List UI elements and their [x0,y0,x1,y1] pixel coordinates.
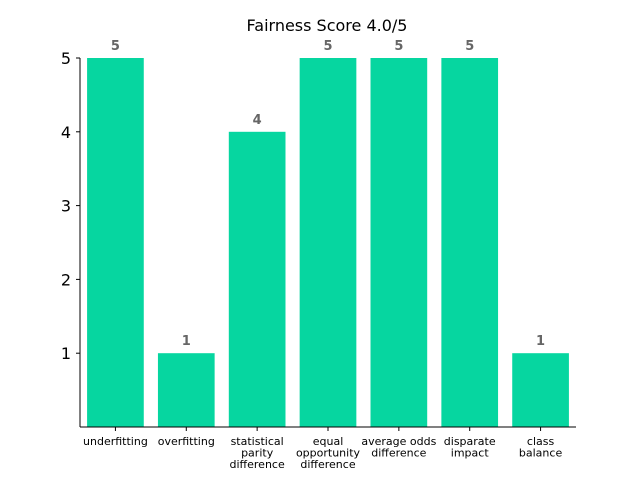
x-tick-label-line: parity [241,447,274,460]
bar-3 [299,58,357,427]
data-label-2: 4 [253,113,262,128]
y-tick-label-1: 2 [61,270,71,289]
bar-4 [370,58,428,427]
data-label-0: 5 [111,39,120,54]
x-tick-label-line: difference [230,458,285,471]
x-tick-label-line: opportunity [296,447,361,460]
x-tick-label-line: class [527,435,555,448]
data-label-1: 1 [182,334,191,349]
x-tick-label-0: underfitting [83,435,148,448]
y-axis: 1 2 3 4 5 [61,49,81,427]
x-tick-label-5: disparate impact [444,435,496,460]
x-tick-label-line: balance [519,447,563,460]
data-label-4: 5 [394,39,403,54]
bar-2 [228,131,286,428]
x-tick-label-line: disparate [444,435,496,448]
bar-1 [157,353,215,427]
x-tick-label-line: statistical [231,435,284,448]
bar-0 [87,58,144,427]
data-label-6: 1 [536,334,545,349]
x-tick-label-line: equal [313,435,344,448]
bar-6 [512,353,569,427]
x-tick-label-1: overfitting [158,435,215,448]
x-axis: underfitting overfitting statistical parity… [80,426,576,471]
x-tick-label-line: difference [371,447,426,460]
x-tick-label-line: overfitting [158,435,215,448]
x-tick-label-line: average odds [361,435,436,448]
x-tick-label-line: underfitting [83,435,148,448]
data-labels-group: 5 1 4 5 5 5 1 [111,39,545,349]
y-tick-label-2: 3 [61,197,71,216]
data-label-5: 5 [465,39,474,54]
y-tick-label-4: 5 [61,49,71,68]
x-tick-label-line: difference [300,458,355,471]
y-tick-label-3: 4 [61,123,71,142]
data-label-3: 5 [323,39,332,54]
x-tick-label-6: class balance [519,435,563,460]
x-tick-label-2: statistical parity difference [230,435,285,471]
x-tick-label-line: impact [451,447,490,460]
x-tick-label-4: average odds difference [361,435,436,460]
y-tick-label-0: 1 [61,344,71,363]
x-tick-label-3: equal opportunity difference [296,435,361,471]
chart-title: Fairness Score 4.0/5 [247,16,408,35]
bars-group [87,58,569,428]
bar-5 [441,58,499,427]
